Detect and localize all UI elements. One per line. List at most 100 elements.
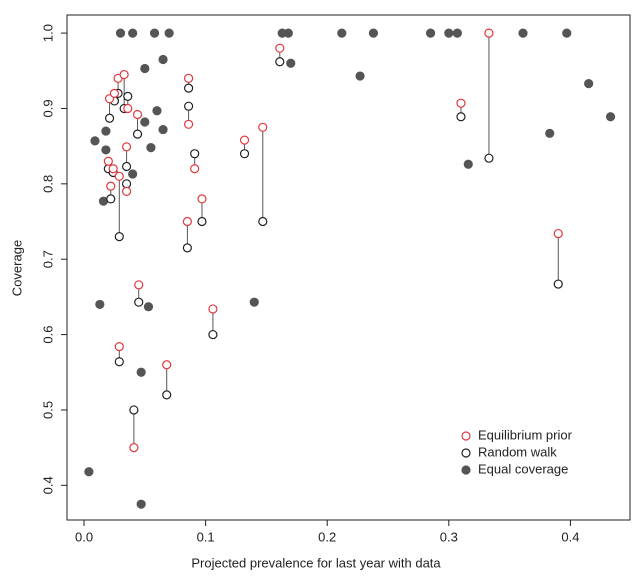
y-tick-label: 0.6 [40,326,55,344]
point [337,28,347,38]
plot-frame [66,14,631,521]
point [140,117,150,127]
point [115,28,126,38]
point [140,63,150,74]
point [121,142,132,152]
point [456,98,466,108]
point [283,28,293,38]
point [149,28,160,38]
point [183,101,194,111]
point [132,109,143,120]
point [101,145,111,155]
point [545,128,555,138]
point [286,58,296,68]
point [183,83,194,93]
point [275,57,285,67]
point [136,367,146,377]
legend-marker [461,448,471,458]
point [121,161,132,172]
point [182,216,192,227]
point [190,149,200,159]
point [452,28,462,38]
point [553,228,563,239]
y-tick-label: 0.8 [40,175,55,193]
point [101,126,111,136]
point [164,28,174,38]
point [134,297,144,307]
point [162,390,172,400]
point [258,216,268,227]
point [132,129,143,139]
legend-label: Equal coverage [478,461,568,476]
point [518,28,528,38]
legend-marker [461,465,471,475]
point [129,405,139,415]
point [114,342,124,352]
point [258,122,268,132]
point [239,149,250,159]
point [143,302,154,312]
point [95,299,105,310]
x-tick-label: 0.3 [440,529,458,544]
point [136,499,146,509]
y-tick-label: 0.9 [40,99,55,117]
legend-label: Random walk [478,444,557,459]
point [90,136,100,146]
x-tick-label: 0.4 [561,529,579,544]
point [183,73,194,83]
legend-marker [461,431,471,441]
y-tick-label: 0.4 [40,476,55,494]
point [121,179,132,189]
point [444,28,454,38]
point [152,106,162,116]
point [562,28,572,38]
point [484,28,494,38]
legend-label: Equilibrium prior [478,427,573,442]
point [239,135,250,145]
point [355,71,365,81]
y-tick-label: 1.0 [40,24,55,42]
point [208,329,218,340]
point [249,297,259,307]
point [158,124,168,135]
point [553,279,563,289]
point [463,159,473,169]
point [123,91,133,102]
point [128,169,138,179]
y-axis-title: Coverage [9,240,24,296]
point [106,194,116,204]
point [425,28,436,38]
point [183,119,194,129]
point [114,357,124,367]
point [114,171,124,181]
x-tick-label: 0.1 [197,529,215,544]
x-tick-label: 0.0 [75,529,93,544]
point [106,181,116,191]
point [104,113,115,123]
point [182,243,192,253]
point [208,304,218,314]
point [605,112,616,122]
point [129,443,139,453]
point [121,186,132,196]
point [197,194,207,204]
point [456,112,466,122]
point [128,28,138,38]
point [197,216,207,227]
point [84,467,94,477]
point [108,164,118,174]
y-tick-label: 0.5 [40,401,55,419]
point [123,103,133,114]
point [368,28,379,38]
point [103,156,113,166]
point [119,69,129,80]
x-axis-title: Projected prevalence for last year with … [191,555,441,570]
point [109,88,120,98]
point [190,164,200,174]
x-tick-label: 0.2 [318,529,336,544]
point [134,280,144,290]
point [484,153,494,163]
point [114,231,124,242]
point [584,78,594,89]
